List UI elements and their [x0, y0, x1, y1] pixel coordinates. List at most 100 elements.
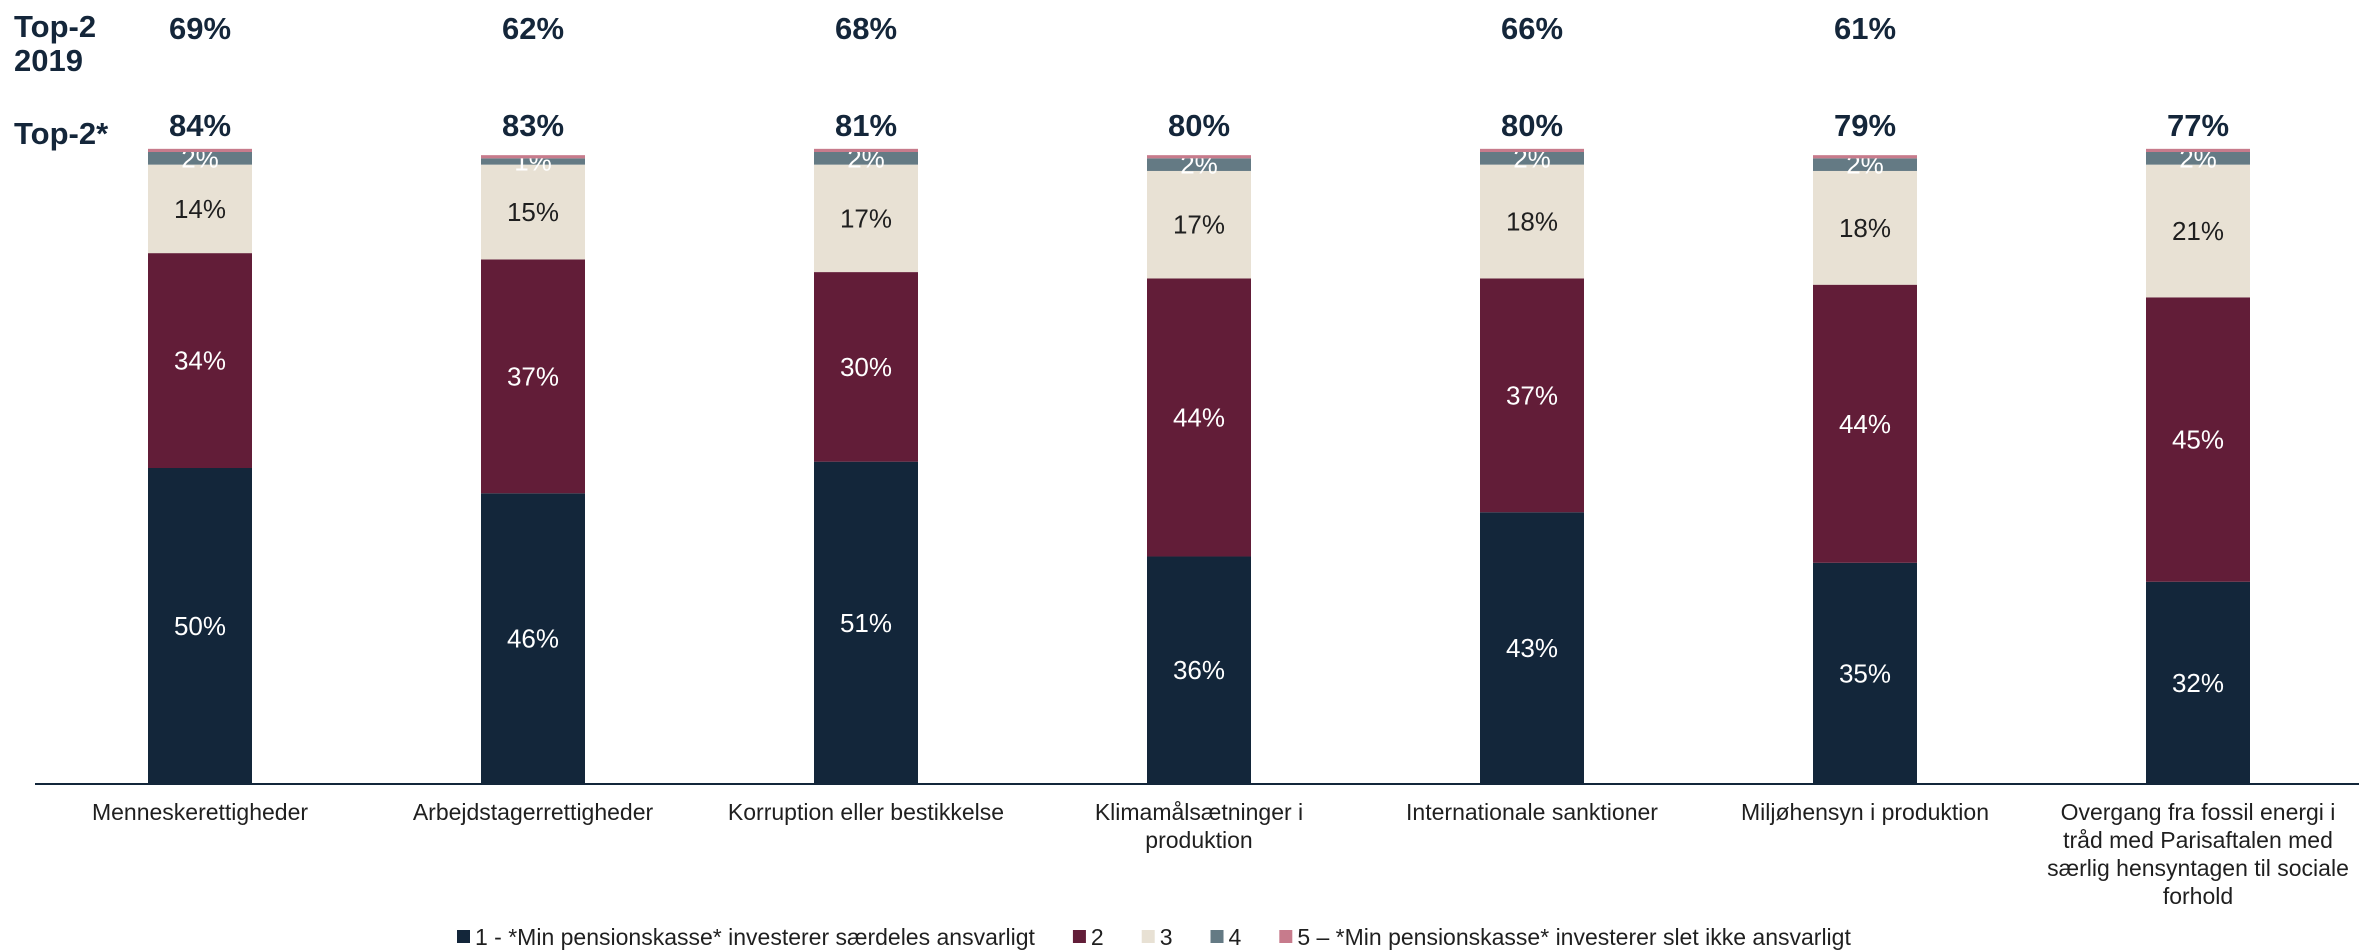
legend-label-5: 5 – *Min pensionskasse* investerer slet …	[1297, 924, 1851, 950]
bar-segment-series-5-6	[1813, 155, 1917, 159]
top2-2019-value-2: 62%	[502, 11, 564, 46]
data-label-series-2-7: 45%	[2172, 425, 2224, 455]
top2-2019-value-3: 68%	[835, 11, 897, 46]
bar-segment-series-5-4	[1147, 155, 1251, 159]
category-label-line: Overgang fra fossil energi i	[2061, 799, 2336, 825]
data-label-series-4-4: 2%	[1180, 150, 1218, 180]
top2-2019-value-6: 61%	[1834, 11, 1896, 46]
bar-segment-series-4-7	[2146, 152, 2250, 165]
data-label-series-4-7: 2%	[2179, 143, 2217, 173]
data-label-series-3-1: 14%	[174, 194, 226, 224]
data-label-series-3-2: 15%	[507, 197, 559, 227]
legend-label-4: 4	[1229, 924, 1242, 950]
data-label-series-4-3: 2%	[847, 143, 885, 173]
bar-segment-series-2-3	[814, 272, 918, 462]
data-label-series-2-1: 34%	[174, 346, 226, 376]
bar-segment-series-2-4	[1147, 278, 1251, 557]
data-label-series-4-1: 2%	[181, 143, 219, 173]
category-label-line: Miljøhensyn i produktion	[1741, 799, 1989, 825]
top2-2019-value-5: 66%	[1501, 11, 1563, 46]
data-label-series-4-2: 1%	[514, 146, 552, 176]
bar-segment-series-3-1	[148, 164, 252, 254]
bar-segment-series-5-1	[148, 148, 252, 152]
top2-value-2: 83%	[502, 108, 564, 143]
data-label-series-1-7: 32%	[2172, 668, 2224, 698]
category-label-1: Menneskerettigheder	[92, 799, 308, 825]
bar-segment-series-2-1	[148, 253, 252, 468]
data-label-series-2-3: 30%	[840, 352, 892, 382]
top2-2019-value-1: 69%	[169, 11, 231, 46]
bar-segment-series-1-3	[814, 461, 918, 784]
category-label-6: Miljøhensyn i produktion	[1741, 799, 1989, 825]
data-label-series-1-6: 35%	[1839, 658, 1891, 688]
data-label-series-3-4: 17%	[1173, 210, 1225, 240]
data-label-series-1-4: 36%	[1173, 655, 1225, 685]
bar-segment-series-2-5	[1480, 278, 1584, 513]
data-label-series-2-5: 37%	[1506, 380, 1558, 410]
legend-label-2: 2	[1091, 924, 1104, 950]
data-label-series-1-5: 43%	[1506, 633, 1558, 663]
bar-segment-series-3-2	[481, 164, 585, 260]
bar-segment-series-4-3	[814, 152, 918, 165]
category-label-4: Klimamålsætninger i produktion	[1095, 799, 1303, 853]
bar-segment-series-2-7	[2146, 297, 2250, 582]
data-label-series-1-1: 50%	[174, 611, 226, 641]
category-label-line: Internationale sanktioner	[1406, 799, 1658, 825]
category-label-line: Korruption eller bestikkelse	[728, 799, 1004, 825]
top2-value-1: 84%	[169, 108, 231, 143]
top2-2019-label: Top-2 2019	[14, 9, 96, 78]
bar-segment-series-4-6	[1813, 158, 1917, 171]
category-label-line: Klimamålsætninger i	[1095, 799, 1303, 825]
bar-segment-series-4-4	[1147, 158, 1251, 171]
row-labels: Top-2 2019 Top-2*	[14, 9, 109, 151]
bar-segment-series-3-5	[1480, 164, 1584, 279]
data-label-series-3-3: 17%	[840, 203, 892, 233]
bar-segment-series-1-1	[148, 468, 252, 784]
data-label-series-2-2: 37%	[507, 361, 559, 391]
legend-swatch-5	[1279, 930, 1293, 943]
top2-2019-label-line: 2019	[14, 43, 83, 78]
top2-2019-label-line: Top-2	[14, 9, 96, 44]
category-label-line: forhold	[2163, 883, 2233, 909]
category-label-line: Menneskerettigheder	[92, 799, 308, 825]
data-label-series-1-3: 51%	[840, 608, 892, 638]
bar-segment-series-1-2	[481, 493, 585, 784]
top2-value-7: 77%	[2167, 108, 2229, 143]
legend-label-3: 3	[1160, 924, 1173, 950]
data-label-series-3-5: 18%	[1506, 207, 1558, 237]
bar-segment-series-5-7	[2146, 148, 2250, 152]
top2-value-3: 81%	[835, 108, 897, 143]
bars: 50%34%14%2%84%69%46%37%15%1%83%62%51%30%…	[148, 11, 2250, 784]
data-label-series-4-6: 2%	[1846, 150, 1884, 180]
top2-value-4: 80%	[1168, 108, 1230, 143]
bar-segment-series-1-4	[1147, 556, 1251, 784]
bar-segment-series-2-2	[481, 259, 585, 494]
bar-segment-series-5-3	[814, 148, 918, 152]
legend-label-1: 1 - *Min pensionskasse* investerer særde…	[475, 924, 1036, 950]
bar-segment-series-4-1	[148, 152, 252, 165]
legend-swatch-4	[1210, 930, 1224, 943]
data-label-series-4-5: 2%	[1513, 143, 1551, 173]
bar-segment-series-5-5	[1480, 148, 1584, 152]
bar-segment-series-2-6	[1813, 284, 1917, 563]
category-label-line: produktion	[1145, 827, 1252, 853]
top2-value-5: 80%	[1501, 108, 1563, 143]
legend-swatch-2	[1072, 930, 1086, 943]
bar-segment-series-4-5	[1480, 152, 1584, 165]
legend-swatch-3	[1141, 930, 1155, 943]
category-label-2: Arbejdstagerrettigheder	[413, 799, 654, 825]
bar-segment-series-3-3	[814, 164, 918, 273]
bar-segment-series-1-6	[1813, 562, 1917, 784]
bar-segment-series-5-2	[481, 155, 585, 159]
category-label-3: Korruption eller bestikkelse	[728, 799, 1004, 825]
category-label-line: særlig hensyntagen til sociale	[2047, 855, 2349, 881]
data-label-series-2-6: 44%	[1839, 409, 1891, 439]
category-label-5: Internationale sanktioner	[1406, 799, 1658, 825]
category-labels: Menneskerettigheder Arbejdstagerrettighed…	[92, 799, 2349, 909]
top2-label: Top-2*	[14, 116, 109, 151]
data-label-series-2-4: 44%	[1173, 402, 1225, 432]
bar-segment-series-1-5	[1480, 512, 1584, 784]
bar-segment-series-3-7	[2146, 164, 2250, 298]
legend-swatch-1	[457, 930, 470, 943]
